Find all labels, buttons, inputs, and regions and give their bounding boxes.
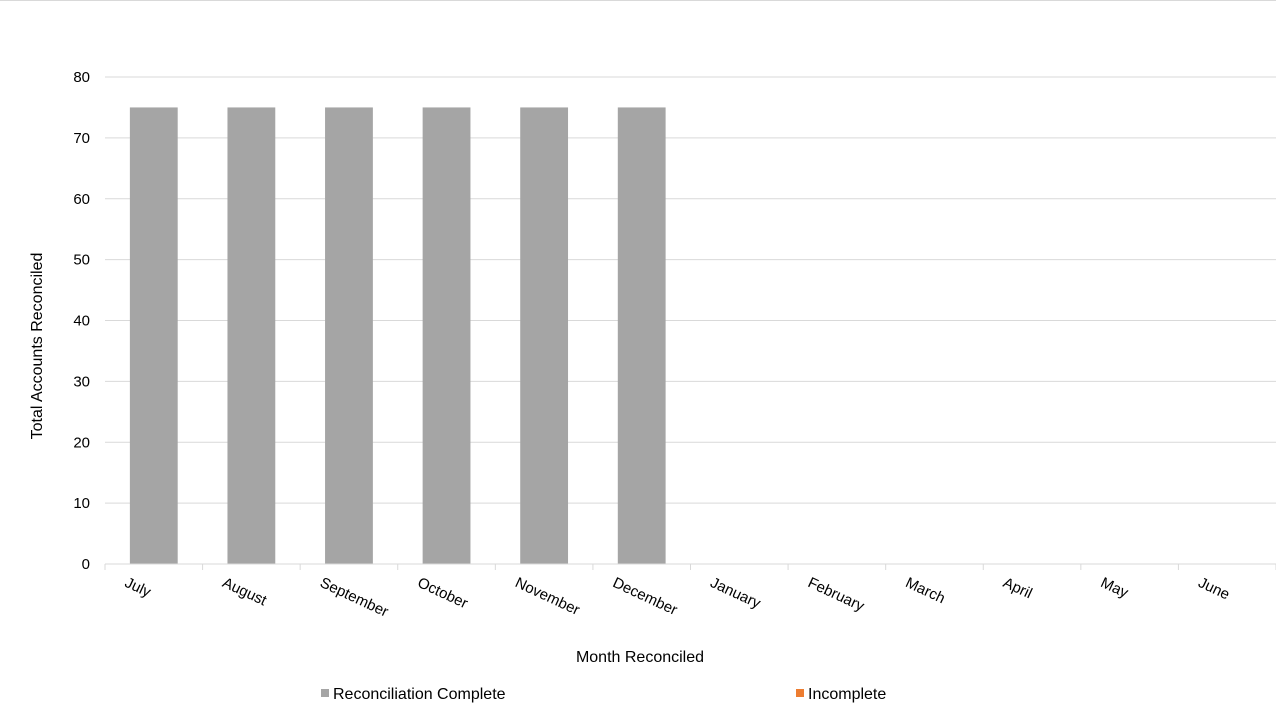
legend-label: Reconciliation Complete bbox=[333, 686, 506, 703]
y-tick-label: 30 bbox=[73, 373, 90, 390]
x-tick-label: May bbox=[1098, 574, 1131, 602]
x-tick-label: October bbox=[415, 574, 471, 612]
gridlines bbox=[105, 76, 1276, 504]
bar-reconciliation-complete-july bbox=[129, 107, 178, 564]
x-tick-label: March bbox=[903, 574, 948, 607]
y-tick-labels: 0 10 20 30 40 50 60 70 80 bbox=[73, 69, 90, 573]
x-tick-label: June bbox=[1196, 574, 1233, 603]
y-tick-label: 70 bbox=[73, 130, 90, 147]
legend-swatch bbox=[321, 689, 329, 697]
bar-reconciliation-complete-november bbox=[520, 107, 569, 564]
bar-reconciliation-complete-december bbox=[617, 107, 666, 564]
y-tick-label: 40 bbox=[73, 313, 90, 330]
bar-reconciliation-complete-august bbox=[227, 107, 276, 564]
x-axis-title: Month Reconciled bbox=[576, 649, 704, 666]
y-axis-title: Total Accounts Reconciled bbox=[29, 253, 46, 440]
bar-reconciliation-complete-september bbox=[325, 107, 373, 564]
y-tick-label: 60 bbox=[73, 191, 90, 208]
x-tick-label: November bbox=[512, 574, 582, 619]
legend-label: Incomplete bbox=[808, 686, 886, 703]
bar-reconciliation-complete-october bbox=[422, 107, 471, 564]
legend-swatch bbox=[796, 689, 804, 697]
axes bbox=[104, 563, 1276, 570]
y-tick-label: 20 bbox=[73, 434, 90, 451]
x-tick-label: January bbox=[708, 574, 764, 612]
y-tick-label: 10 bbox=[73, 495, 90, 512]
legend: Reconciliation Complete Incomplete bbox=[321, 686, 886, 703]
x-tick-label: September bbox=[317, 574, 391, 620]
y-tick-label: 0 bbox=[82, 556, 90, 573]
y-tick-label: 50 bbox=[73, 252, 90, 269]
x-tick-label: December bbox=[610, 574, 680, 619]
bars bbox=[129, 107, 666, 564]
x-tick-label: April bbox=[1000, 574, 1034, 602]
x-tick-label: August bbox=[220, 574, 270, 609]
x-tick-labels: July August September October November Decemb… bbox=[122, 574, 1232, 620]
y-tick-label: 80 bbox=[73, 69, 90, 86]
x-tick-label: February bbox=[805, 574, 867, 615]
x-tick-label: July bbox=[122, 574, 154, 601]
